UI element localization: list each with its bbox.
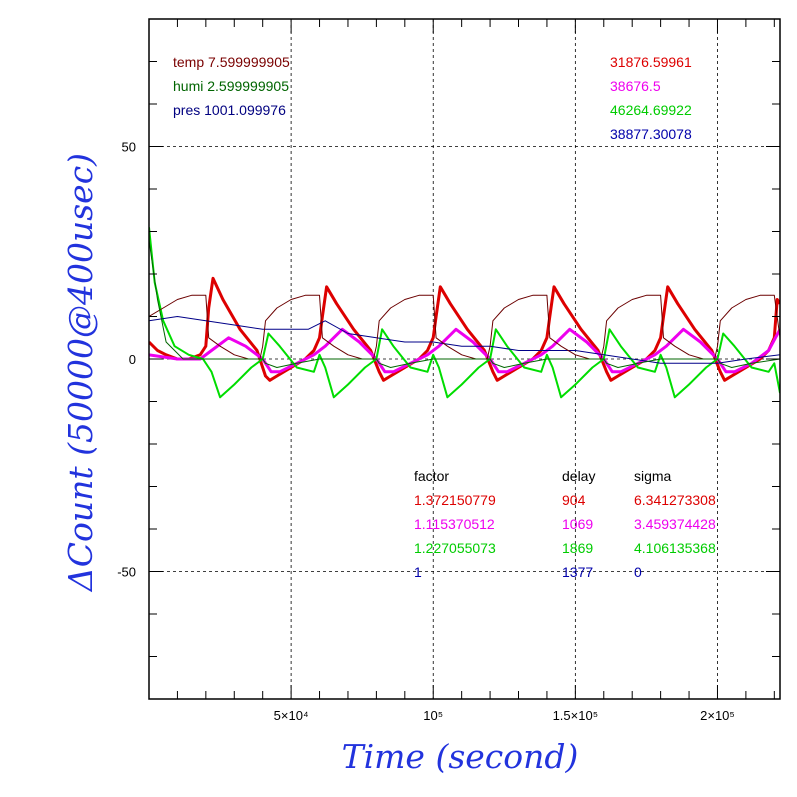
env-label-humi: humi 2.599999905 [173, 78, 289, 94]
plot-frame [148, 18, 781, 700]
table-header-delay: delay [562, 468, 595, 484]
x-tick-label: 1.5×10⁵ [553, 708, 599, 723]
table-row-delay: 1069 [562, 516, 593, 532]
series-line-2 [149, 227, 780, 399]
count-label-green: 46264.69922 [610, 102, 692, 118]
table-row-sigma: 4.106135368 [634, 540, 716, 556]
minor-ticks [149, 19, 780, 699]
grid [149, 19, 780, 699]
table-row-delay: 1377 [562, 564, 593, 580]
x-tick-label: 5×10⁴ [274, 708, 309, 723]
table-row-sigma: 6.341273308 [634, 492, 716, 508]
table-row-factor: 1.227055073 [414, 540, 496, 556]
y-tick-label: -50 [117, 565, 136, 580]
y-tick-label: 50 [122, 140, 136, 155]
table-header-factor: factor [414, 468, 449, 484]
table-row-sigma: 3.459374428 [634, 516, 716, 532]
table-row-sigma: 0 [634, 564, 642, 580]
env-label-pres: pres 1001.099976 [173, 102, 286, 118]
table-row-delay: 1869 [562, 540, 593, 556]
x-tick-label: 2×10⁵ [700, 708, 735, 723]
tick-labels: 5×10⁴ 10⁵ 1.5×10⁵ 2×10⁵ 50 0 -50 [117, 140, 735, 724]
y-axis-title: ΔCount (50000@400usec) [61, 153, 100, 593]
x-tick-label: 10⁵ [423, 708, 443, 723]
series-line-3 [149, 316, 780, 364]
count-label-magenta: 38676.5 [610, 78, 661, 94]
table-row-factor: 1.372150779 [414, 492, 496, 508]
series-line-5 [149, 239, 780, 368]
table-row-factor: 1.115370512 [414, 516, 495, 532]
x-axis-title: Time (second) [342, 737, 579, 776]
series-layer [149, 227, 780, 399]
series-line-1 [149, 327, 780, 374]
count-label-blue: 38877.30078 [610, 126, 692, 142]
table-row-factor: 1 [414, 564, 422, 580]
env-label-temp: temp 7.599999905 [173, 54, 290, 70]
table-row-delay: 904 [562, 492, 586, 508]
table-header-sigma: sigma [634, 468, 672, 484]
y-tick-label: 0 [129, 352, 136, 367]
count-label-red: 31876.59961 [610, 54, 692, 70]
